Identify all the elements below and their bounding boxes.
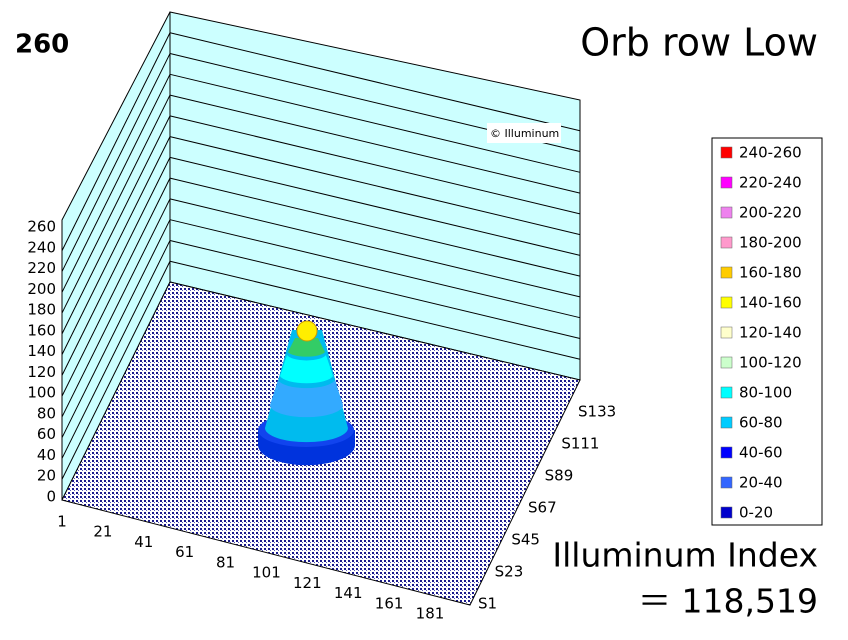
legend-label: 80-100 (739, 384, 792, 402)
y-tick-label: S23 (495, 563, 524, 581)
legend-label: 100-120 (739, 354, 802, 372)
y-tick-label: S111 (561, 435, 599, 453)
grid-line (169, 115, 581, 215)
z-tick-label: 140 (27, 342, 56, 360)
grid-line (169, 260, 581, 360)
grid-line (61, 198, 171, 418)
axis-labels: 0204060801001201401601802002202402601214… (27, 218, 616, 623)
z-tick-label: 260 (27, 218, 56, 236)
z-tick-label: 180 (27, 301, 56, 319)
grid-line (61, 115, 171, 335)
legend-swatch (720, 416, 733, 429)
grid-line (61, 53, 171, 272)
legend-swatch (720, 176, 733, 189)
chart-title: Orb row Low (580, 21, 818, 65)
legend-swatch (720, 356, 733, 369)
legend-swatch (720, 236, 733, 249)
z-tick-label: 40 (37, 446, 56, 464)
x-tick-label: 101 (252, 564, 281, 582)
x-tick-label: 21 (93, 523, 112, 541)
x-tick-label: 1 (57, 513, 67, 531)
grid-line (61, 157, 171, 376)
copyright-box (487, 123, 561, 143)
grid-line (61, 94, 171, 314)
y-tick-label: S133 (578, 403, 616, 421)
legend-label: 140-160 (739, 294, 802, 312)
legend-label: 0-20 (739, 504, 773, 522)
y-tick-label: S1 (478, 595, 497, 613)
grid-line (169, 239, 581, 339)
legend-swatch (720, 476, 733, 489)
x-tick-label: 41 (134, 533, 153, 551)
grid-line (169, 32, 581, 132)
index-label: Illuminum Index (552, 536, 818, 575)
grid (61, 32, 581, 480)
legend-swatch (720, 296, 733, 309)
legend-swatch (720, 506, 733, 519)
grid-line (61, 74, 171, 293)
legend-swatch (720, 266, 733, 279)
grid-line (61, 136, 171, 355)
legend-label: 200-220 (739, 204, 802, 222)
grid-line (61, 219, 171, 438)
z-tick-label: 60 (37, 425, 56, 443)
legend-swatch (720, 146, 733, 159)
grid-line (61, 32, 171, 251)
grid-line (61, 177, 171, 397)
x-tick-label: 81 (216, 553, 235, 571)
x-tick-label: 61 (175, 543, 194, 561)
grid-line (61, 261, 171, 480)
surface-peak (258, 320, 355, 466)
y-tick-label: S67 (528, 499, 557, 517)
z-tick-label: 20 (37, 467, 56, 485)
x-tick-label: 181 (416, 605, 445, 623)
y-tick-label: S89 (545, 467, 574, 485)
z-tick-label: 220 (27, 259, 56, 277)
grid-line (169, 219, 581, 319)
z-tick-label: 120 (27, 363, 56, 381)
legend-swatch (720, 386, 733, 399)
legend-label: 240-260 (739, 144, 802, 162)
x-tick-label: 141 (334, 584, 363, 602)
index-value: ＝ 118,519 (638, 582, 818, 621)
grid-line (169, 156, 581, 256)
x-tick-label: 121 (293, 574, 322, 592)
grid-line (169, 94, 581, 194)
legend-label: 220-240 (739, 174, 802, 192)
z-tick-label: 80 (37, 404, 56, 422)
z-tick-label: 240 (27, 238, 56, 256)
legend-label: 180-200 (739, 234, 802, 252)
z-tick-label: 100 (27, 384, 56, 402)
legend-label: 40-60 (739, 444, 783, 462)
z-tick-label: 0 (46, 488, 56, 506)
y-tick-label: S45 (511, 531, 540, 549)
legend-label: 160-180 (739, 264, 802, 282)
grid-line (169, 73, 581, 173)
legend-label: 120-140 (739, 324, 802, 342)
legend-label: 60-80 (739, 414, 783, 432)
legend-items: 240-260 220-240 200-220 180-200 160-180 140-1… (720, 144, 802, 522)
legend-swatch (720, 446, 733, 459)
grid-line (169, 136, 581, 236)
grid-line (169, 177, 581, 277)
legend-label: 20-40 (739, 474, 783, 492)
grid-line (169, 198, 581, 298)
grid-line (61, 240, 171, 459)
legend-swatch (720, 326, 733, 339)
x-tick-label: 161 (375, 594, 404, 612)
z-tick-label: 160 (27, 321, 56, 339)
legend-swatch (720, 206, 733, 219)
z-tick-label: 200 (27, 280, 56, 298)
corner-label: 260 (15, 30, 69, 60)
copyright: © Illuminum (490, 127, 559, 140)
